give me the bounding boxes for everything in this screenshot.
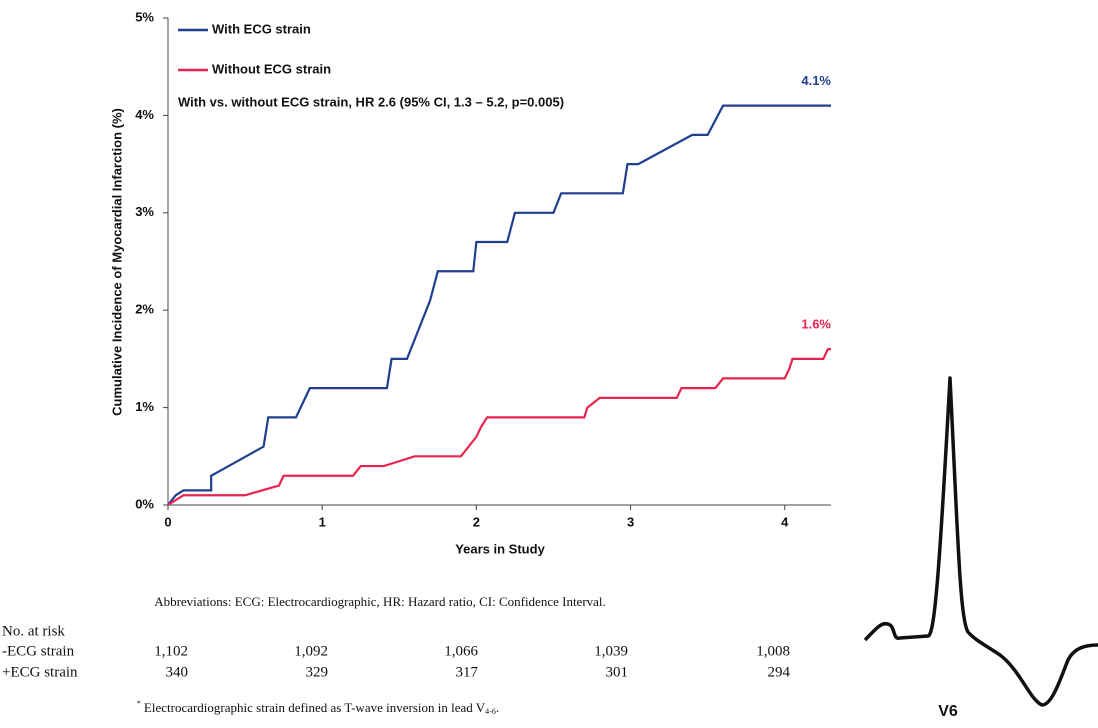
x-tick-label: 3	[627, 514, 634, 529]
x-tick-label: 1	[319, 514, 326, 529]
risk-row-label: -ECG strain	[2, 643, 75, 659]
risk-value: 1,066	[444, 643, 478, 659]
end-label: 4.1%	[801, 73, 831, 88]
risk-table-title: No. at risk	[2, 623, 65, 639]
series-line	[167, 104, 831, 506]
risk-row-label: +ECG strain	[2, 664, 78, 680]
risk-value: 1,102	[154, 643, 188, 659]
risk-value: 317	[456, 664, 479, 680]
risk-value: 1,092	[294, 643, 328, 659]
footnote-text: Electrocardiographic strain defined as T…	[144, 700, 486, 715]
legend-label: Without ECG strain	[212, 61, 331, 76]
risk-value: 301	[606, 664, 629, 680]
ecg-waveform	[863, 376, 1098, 707]
y-axis-label: Cumulative Incidence of Myocardial Infar…	[109, 108, 124, 416]
x-tick-label: 0	[164, 514, 171, 529]
footnote: * Electrocardiographic strain defined as …	[137, 699, 499, 716]
x-tick-label: 2	[473, 514, 480, 529]
x-tick-label: 4	[781, 514, 789, 529]
risk-value: 340	[166, 664, 189, 680]
end-label: 1.6%	[801, 317, 831, 332]
risk-value: 329	[306, 664, 329, 680]
footnote-mark: *	[137, 699, 141, 708]
annotation: With vs. without ECG strain, HR 2.6 (95%…	[178, 94, 564, 109]
risk-value: 1,008	[756, 643, 790, 659]
y-tick-label: 1%	[135, 399, 154, 414]
y-tick-label: 5%	[135, 9, 154, 24]
footnote-end: .	[496, 700, 499, 715]
ecg-label: V6	[938, 703, 958, 720]
risk-value: 294	[768, 664, 791, 680]
y-tick-label: 2%	[135, 302, 154, 317]
y-tick-label: 0%	[135, 496, 154, 511]
series-line	[167, 348, 831, 506]
x-axis-label: Years in Study	[455, 541, 545, 556]
footnote-subscript: 4-6	[485, 707, 496, 716]
legend-label: With ECG strain	[212, 21, 311, 36]
abbreviations: Abbreviations: ECG: Electrocardiographic…	[154, 594, 606, 609]
risk-value: 1,039	[594, 643, 628, 659]
y-tick-label: 3%	[135, 204, 154, 219]
y-tick-label: 4%	[135, 107, 154, 122]
